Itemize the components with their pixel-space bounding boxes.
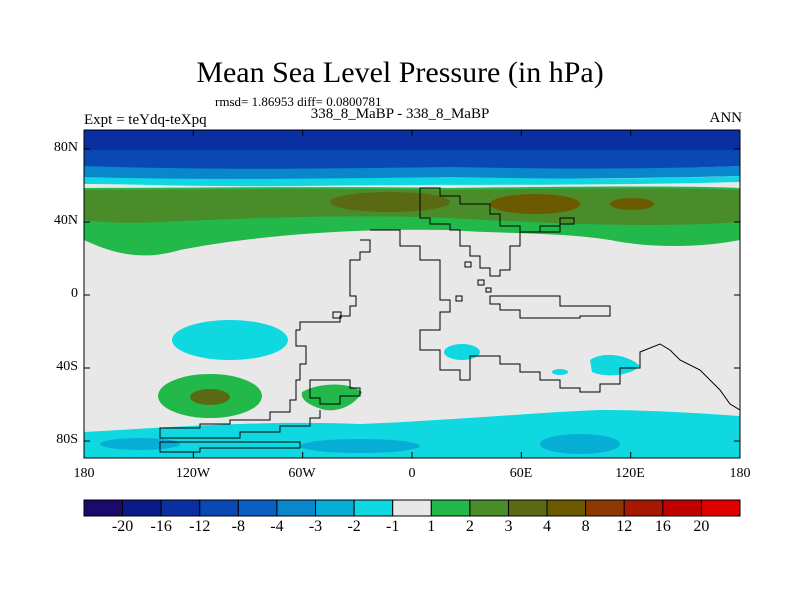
colorbar-swatch [662,499,702,517]
nh-high-core-asia [490,194,580,214]
nh-high-core-pacific [610,198,654,210]
colorbar-label: -4 [270,518,284,535]
sh-low-indian [590,354,640,376]
colorbar [83,499,741,517]
colorbar-swatch [83,499,124,517]
sh-low-africa [444,344,480,360]
lat-label-40n: 40N [53,213,78,228]
season-label: ANN [709,110,743,126]
colorbar-swatch [507,499,548,517]
antarctica-outline [159,441,301,453]
axis-ticks [83,130,741,458]
lat-label-80s: 80S [56,432,78,447]
sh-high-pacific-core [190,389,230,405]
colorbar-swatch [353,499,394,517]
colorbar-label: 1 [427,518,436,535]
nh-high-core-atlantic [330,192,450,212]
americas-outline [159,239,371,439]
lon-label-0: 0 [408,466,416,481]
colorbar-label: -20 [111,518,134,535]
island-outline-4 [464,261,472,268]
eurasia-outline [419,187,575,277]
colorbar-label: 8 [581,518,590,535]
experiment-label: Expt = teYdq-teXpq [84,112,207,128]
island-outline-5 [455,295,463,302]
africa-australia-outline [370,229,740,411]
colorbar-label: 3 [504,518,513,535]
colorbar-swatch [392,499,432,517]
colorbar-swatch [315,499,355,517]
sh-low-pacific [172,320,288,360]
polar-band-cyan [84,176,740,187]
lon-label-180w: 180 [73,466,95,481]
colorbar-swatch [546,499,587,517]
lat-label-eq: 0 [71,286,78,301]
colorbar-swatch [122,499,162,517]
polar-band-strong [84,130,740,152]
colorbar-swatch [276,499,317,517]
colorbar-swatch [585,499,625,517]
colorbar-label: -12 [189,518,211,535]
colorbar-label: 12 [616,518,633,535]
antarctic-peninsula-outline [309,379,361,405]
continent-outlines [159,187,740,453]
map-title: Mean Sea Level Pressure (in hPa) [196,56,604,89]
sh-polar-core-2 [540,434,620,454]
lon-label-60e: 60E [509,466,533,481]
pressure-field [84,130,740,458]
sh-high-atlantic [301,384,362,411]
lat-label-40s: 40S [56,359,78,374]
sh-polar-core-3 [100,438,180,450]
sh-low-small [552,369,568,375]
island-outline-3 [485,287,492,293]
island-outline-2 [477,279,485,286]
colorbar-swatch [469,499,509,517]
rmsd-diff-stats: rmsd= 1.86953 diff= 0.0800781 [215,94,382,109]
colorbar-label: -2 [347,518,361,535]
colorbar-label: -8 [231,518,245,535]
colorbar-label: -16 [150,518,172,535]
sh-polar-core-1 [300,439,420,453]
polar-band-mid [84,150,740,171]
colorbar-label: -1 [386,518,400,535]
colorbar-label: -3 [308,518,323,535]
colorbar-swatch [700,499,741,517]
polar-band-light [84,166,740,181]
lon-label-60w: 60W [288,466,316,481]
island-outline-1 [332,311,342,319]
colorbar-swatch [199,499,239,517]
colorbar-swatch [623,499,664,517]
lon-label-120w: 120W [175,466,211,481]
case-label: 338_8_MaBP - 338_8_MaBP [310,106,490,122]
colorbar-label: 2 [465,518,474,535]
colorbar-swatch [160,499,201,517]
lat-label-80n: 80N [53,140,78,155]
indonesia-outline [489,295,611,319]
colorbar-label: 16 [654,518,671,535]
colorbar-label: 20 [693,518,710,535]
lon-label-180e: 180 [729,466,751,481]
lon-label-120e: 120E [615,466,645,481]
colorbar-swatch [237,499,278,517]
colorbar-swatch [430,499,471,517]
colorbar-label: 4 [543,518,552,535]
